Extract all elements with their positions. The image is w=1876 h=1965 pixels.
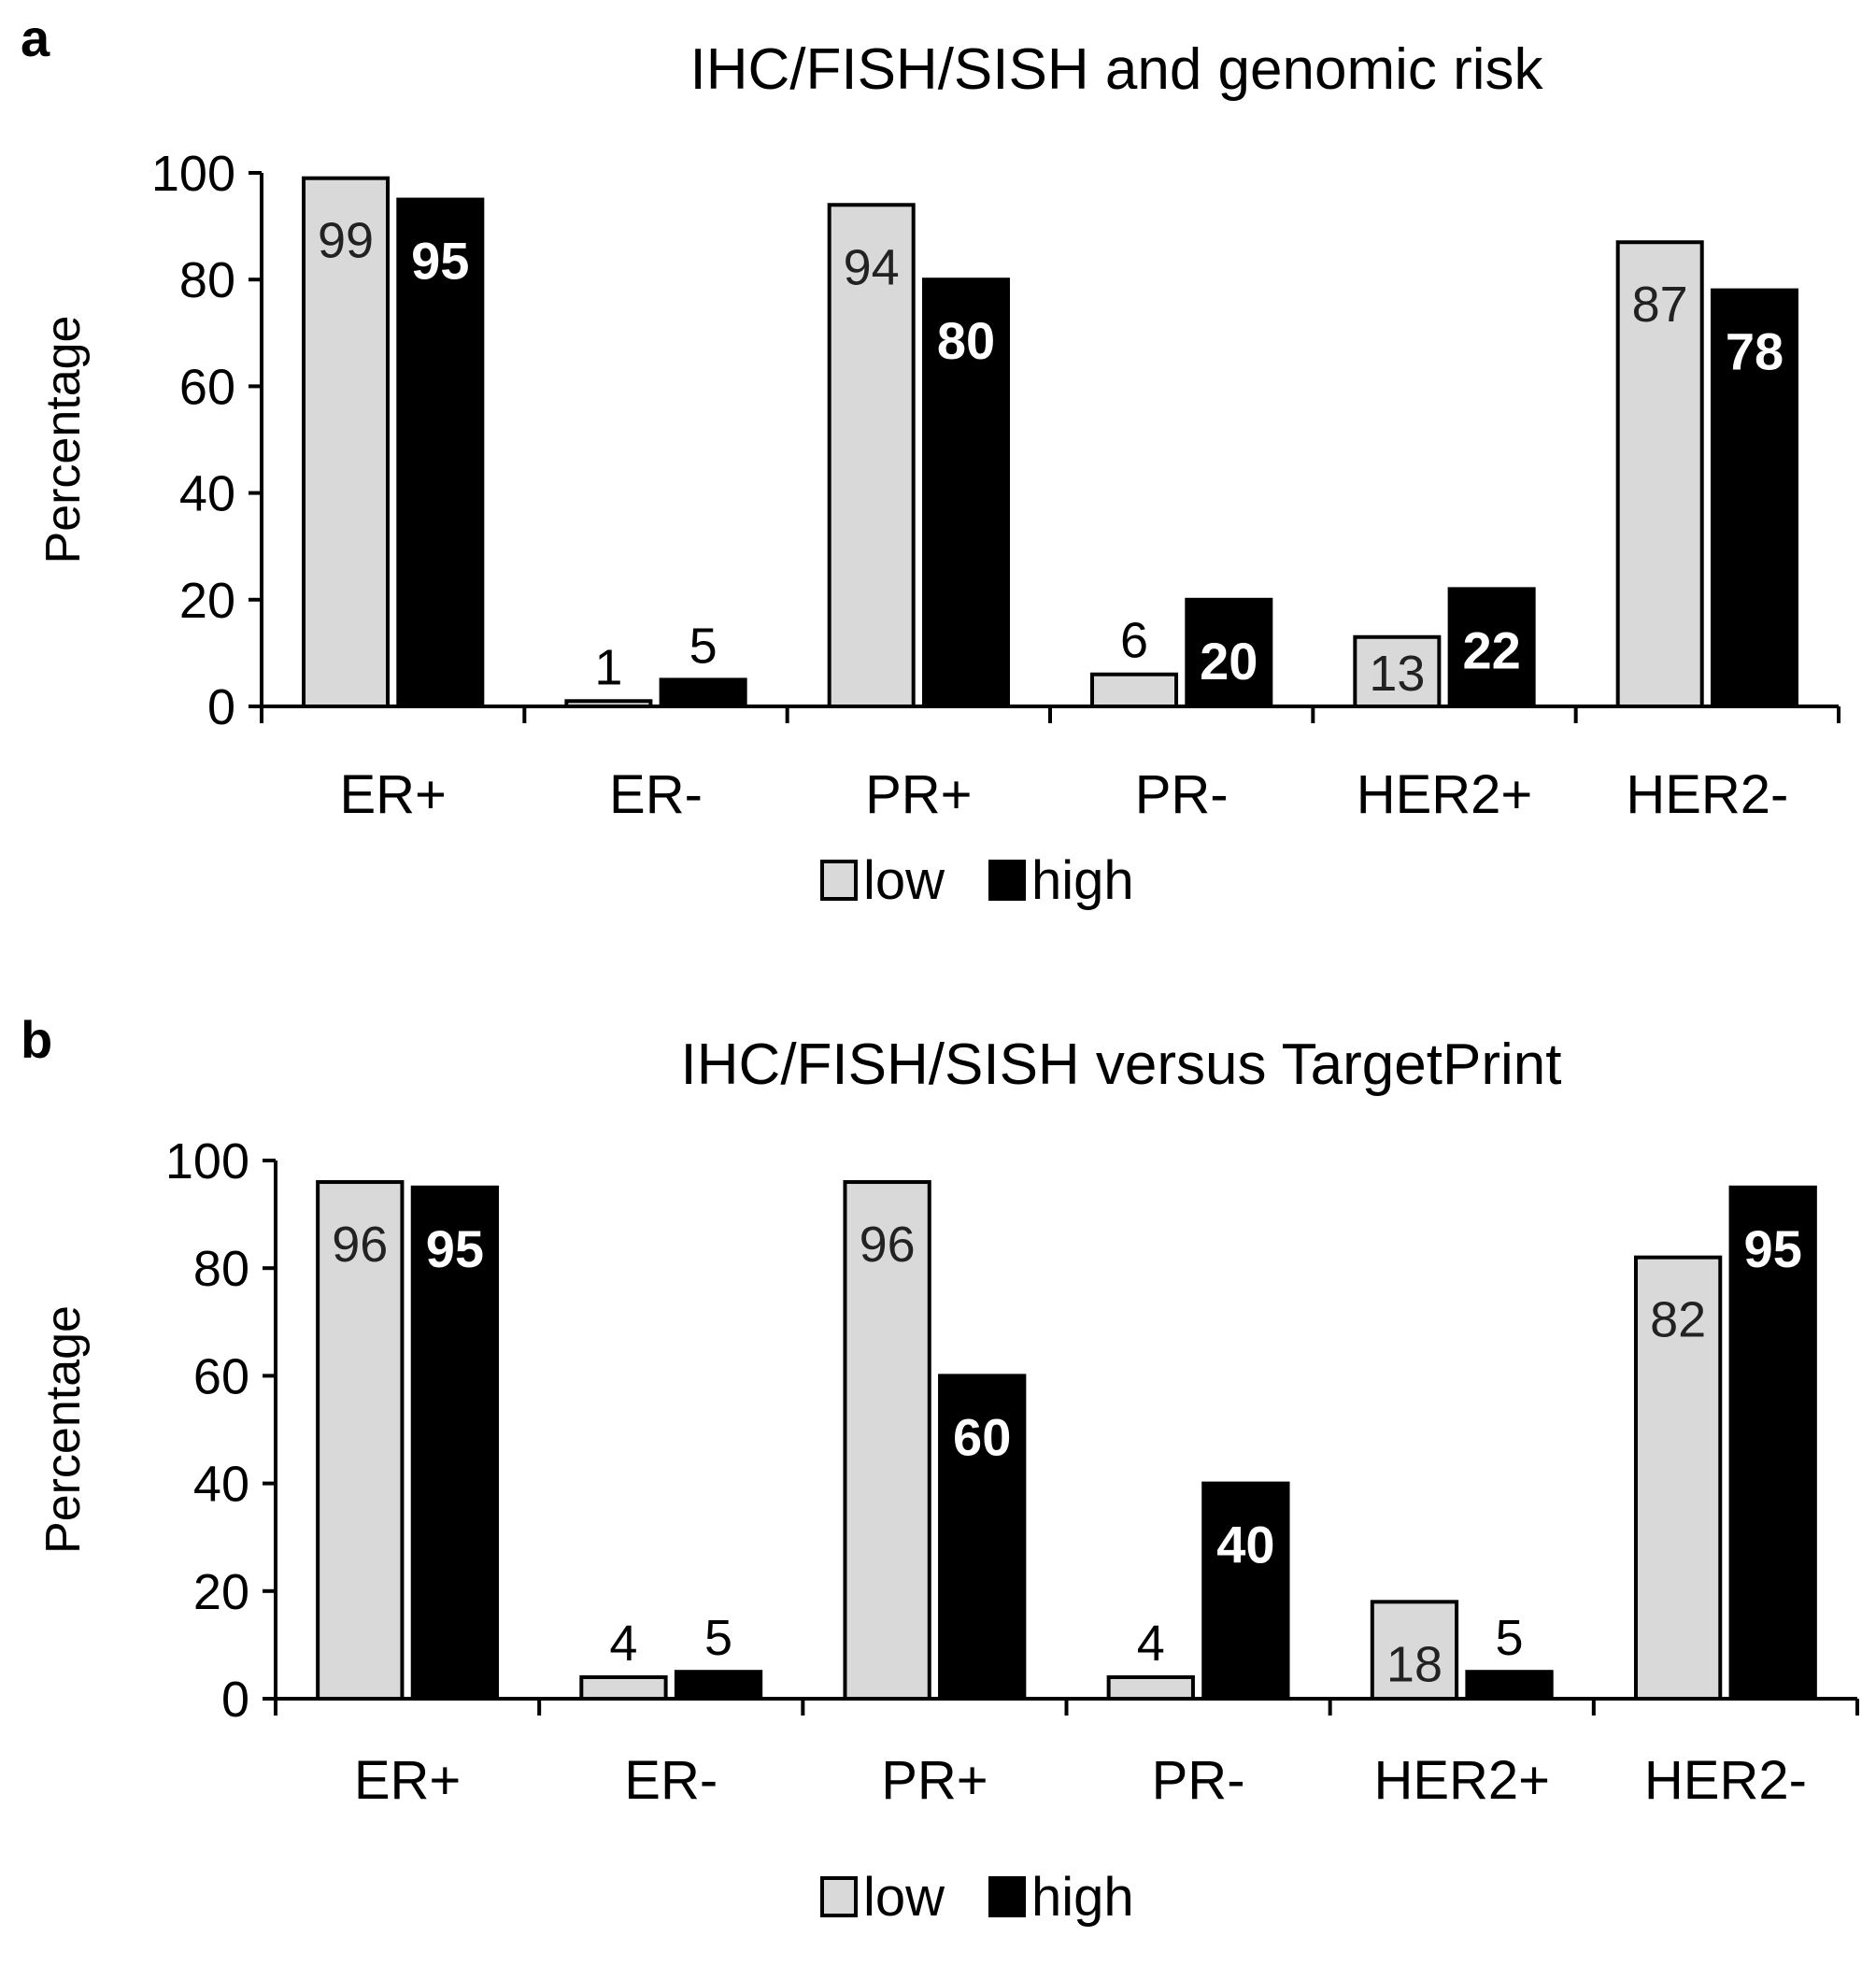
legend-label: high: [1031, 1867, 1134, 1928]
bar-high: [1447, 587, 1536, 709]
bar-high: [659, 677, 747, 709]
data-label: 22: [1462, 620, 1520, 679]
x-tick-label: ER-: [609, 764, 703, 825]
data-label: 60: [953, 1407, 1011, 1466]
bar-high: [1710, 288, 1798, 708]
bar-low: [843, 1180, 931, 1702]
bar-high: [1728, 1185, 1817, 1702]
y-tick-label: 80: [179, 252, 235, 308]
y-tick-label: 40: [179, 466, 235, 522]
data-label: 40: [1216, 1516, 1274, 1574]
bar-high: [674, 1670, 763, 1701]
bar-low: [1615, 240, 1704, 708]
data-label: 13: [1369, 646, 1425, 702]
y-tick-label: 0: [221, 1672, 249, 1728]
x-tick-label: PR-: [1135, 764, 1229, 825]
x-tick-label: HER2-: [1644, 1750, 1807, 1811]
bar-low: [1106, 1674, 1195, 1701]
legend-swatch-low: [820, 860, 858, 901]
data-label: 5: [704, 1610, 732, 1666]
legend-label: high: [1031, 850, 1134, 911]
bar-high: [938, 1374, 1027, 1702]
y-axis-label: Percentage: [36, 316, 91, 564]
bar-high: [1201, 1481, 1290, 1701]
bar-low: [302, 176, 391, 708]
bar-low: [1090, 672, 1179, 708]
x-tick-label: ER-: [624, 1750, 718, 1811]
x-tick-label: PR+: [881, 1750, 988, 1811]
bar-low: [1353, 634, 1442, 709]
y-tick-label: 0: [207, 679, 235, 735]
bar-high: [410, 1185, 500, 1702]
data-label: 80: [937, 311, 995, 370]
data-label: 95: [426, 1219, 484, 1278]
data-label: 99: [318, 213, 374, 269]
y-tick-label: 20: [179, 573, 235, 629]
data-label: 95: [1744, 1219, 1802, 1278]
x-tick-label: ER+: [339, 764, 446, 825]
y-tick-label: 20: [193, 1564, 249, 1620]
data-label: 82: [1650, 1292, 1706, 1348]
legend-label: low: [863, 850, 945, 911]
bar-low: [316, 1180, 405, 1702]
y-tick-label: 100: [151, 146, 235, 202]
bar-high: [921, 278, 1010, 708]
data-label: 18: [1386, 1636, 1443, 1692]
data-label: 94: [844, 239, 900, 295]
chart-title: IHC/FISH/SISH versus TargetPrint: [681, 1032, 1562, 1097]
data-label: 96: [860, 1217, 916, 1273]
data-label: 96: [332, 1217, 388, 1273]
x-tick-label: ER+: [354, 1750, 461, 1811]
y-tick-label: 80: [193, 1241, 249, 1297]
y-tick-label: 60: [193, 1348, 249, 1404]
x-tick-label: PR+: [865, 764, 972, 825]
data-label: 78: [1726, 322, 1784, 381]
panel-a: a IHC/FISH/SISH and genomic risk Percentag…: [21, 8, 1840, 911]
data-label: 5: [689, 618, 718, 674]
data-label: 5: [1496, 1610, 1524, 1666]
legend-swatch-high: [988, 1876, 1026, 1917]
bar-low: [1370, 1600, 1459, 1701]
legend-label: low: [863, 1867, 945, 1928]
panel-letter: a: [21, 8, 50, 67]
panel-b: b IHC/FISH/SISH versus TargetPrint Percent…: [21, 1010, 1859, 1928]
bar-low: [564, 699, 653, 708]
x-tick-label: HER2+: [1373, 1750, 1550, 1811]
data-label: 6: [1120, 613, 1148, 669]
data-label: 1: [594, 639, 622, 695]
data-label: 4: [609, 1616, 637, 1672]
x-tick-label: PR-: [1152, 1750, 1245, 1811]
bar-high: [1185, 597, 1273, 708]
bar-low: [827, 203, 916, 708]
data-label: 4: [1137, 1616, 1165, 1672]
panel-letter: b: [21, 1010, 52, 1069]
legend-swatch-high: [988, 860, 1026, 901]
bar-low: [579, 1674, 668, 1701]
y-tick-label: 100: [165, 1133, 249, 1189]
y-tick-label: 40: [193, 1457, 249, 1513]
x-tick-label: HER2-: [1626, 764, 1788, 825]
bar-high: [396, 197, 485, 709]
data-label: 87: [1632, 277, 1688, 333]
legend-swatch-low: [820, 1876, 858, 1917]
y-tick-label: 60: [179, 359, 235, 415]
data-label: 20: [1200, 632, 1258, 691]
bar-low: [1633, 1255, 1723, 1702]
y-axis-label: Percentage: [36, 1305, 91, 1554]
bar-high: [1465, 1670, 1554, 1701]
data-label: 95: [411, 232, 469, 291]
x-tick-label: HER2+: [1357, 764, 1533, 825]
chart-title: IHC/FISH/SISH and genomic risk: [689, 37, 1543, 102]
